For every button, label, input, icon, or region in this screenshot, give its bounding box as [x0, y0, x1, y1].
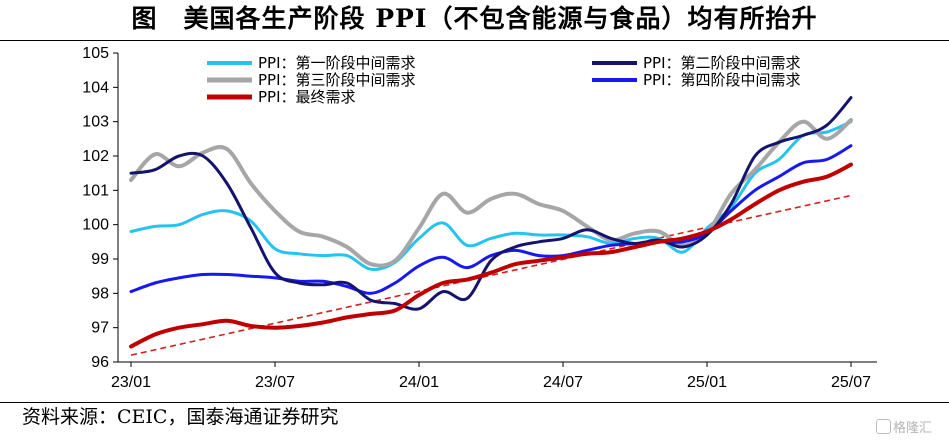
y-tick-label: 98 — [91, 285, 109, 302]
legend-item-stage3-label: PPI：第三阶段中间需求 — [258, 71, 416, 89]
y-tick-label: 102 — [82, 148, 109, 165]
legend-item-final-demand-label: PPI：最终需求 — [258, 88, 356, 106]
source-note: 资料来源：CEIC，国泰海通证券研究 — [22, 406, 339, 428]
series-line-stage2 — [129, 96, 853, 311]
legend-item-stage4-label: PPI：第四阶段中间需求 — [643, 71, 801, 89]
series-line-stage1 — [129, 120, 853, 272]
trend-line-dashed — [130, 194, 852, 356]
x-tick-label: 24/01 — [399, 374, 439, 391]
source-divider — [0, 402, 949, 403]
x-tick-label: 25/01 — [687, 374, 727, 391]
chart-title: 图 美国各生产阶段 PPI（不包含能源与食品）均有所抬升 — [131, 4, 818, 33]
y-tick-label: 105 — [82, 45, 109, 62]
series-line-final-demand — [129, 162, 853, 349]
watermark: 格隆汇 — [876, 417, 932, 436]
x-tick-label: 23/01 — [111, 374, 151, 391]
y-tick-label: 97 — [91, 320, 109, 337]
series-line-stage3 — [129, 118, 853, 268]
y-tick-label: 96 — [91, 354, 109, 371]
y-tick-label: 101 — [82, 182, 109, 199]
watermark-logo-icon — [876, 419, 891, 434]
y-tick-label: 99 — [91, 251, 109, 268]
x-tick-label: 23/07 — [255, 374, 295, 391]
y-tick-label: 100 — [82, 217, 109, 234]
series-line-stage4 — [129, 144, 853, 295]
title-divider — [0, 40, 949, 41]
legend-item-stage1-label: PPI：第一阶段中间需求 — [258, 54, 416, 72]
watermark-text: 格隆汇 — [893, 421, 933, 436]
y-tick-label: 104 — [82, 79, 109, 96]
legend-item-stage2-label: PPI：第二阶段中间需求 — [643, 54, 801, 72]
x-tick-label: 25/07 — [831, 374, 871, 391]
x-tick-label: 24/07 — [543, 374, 583, 391]
y-tick-label: 103 — [82, 114, 109, 131]
